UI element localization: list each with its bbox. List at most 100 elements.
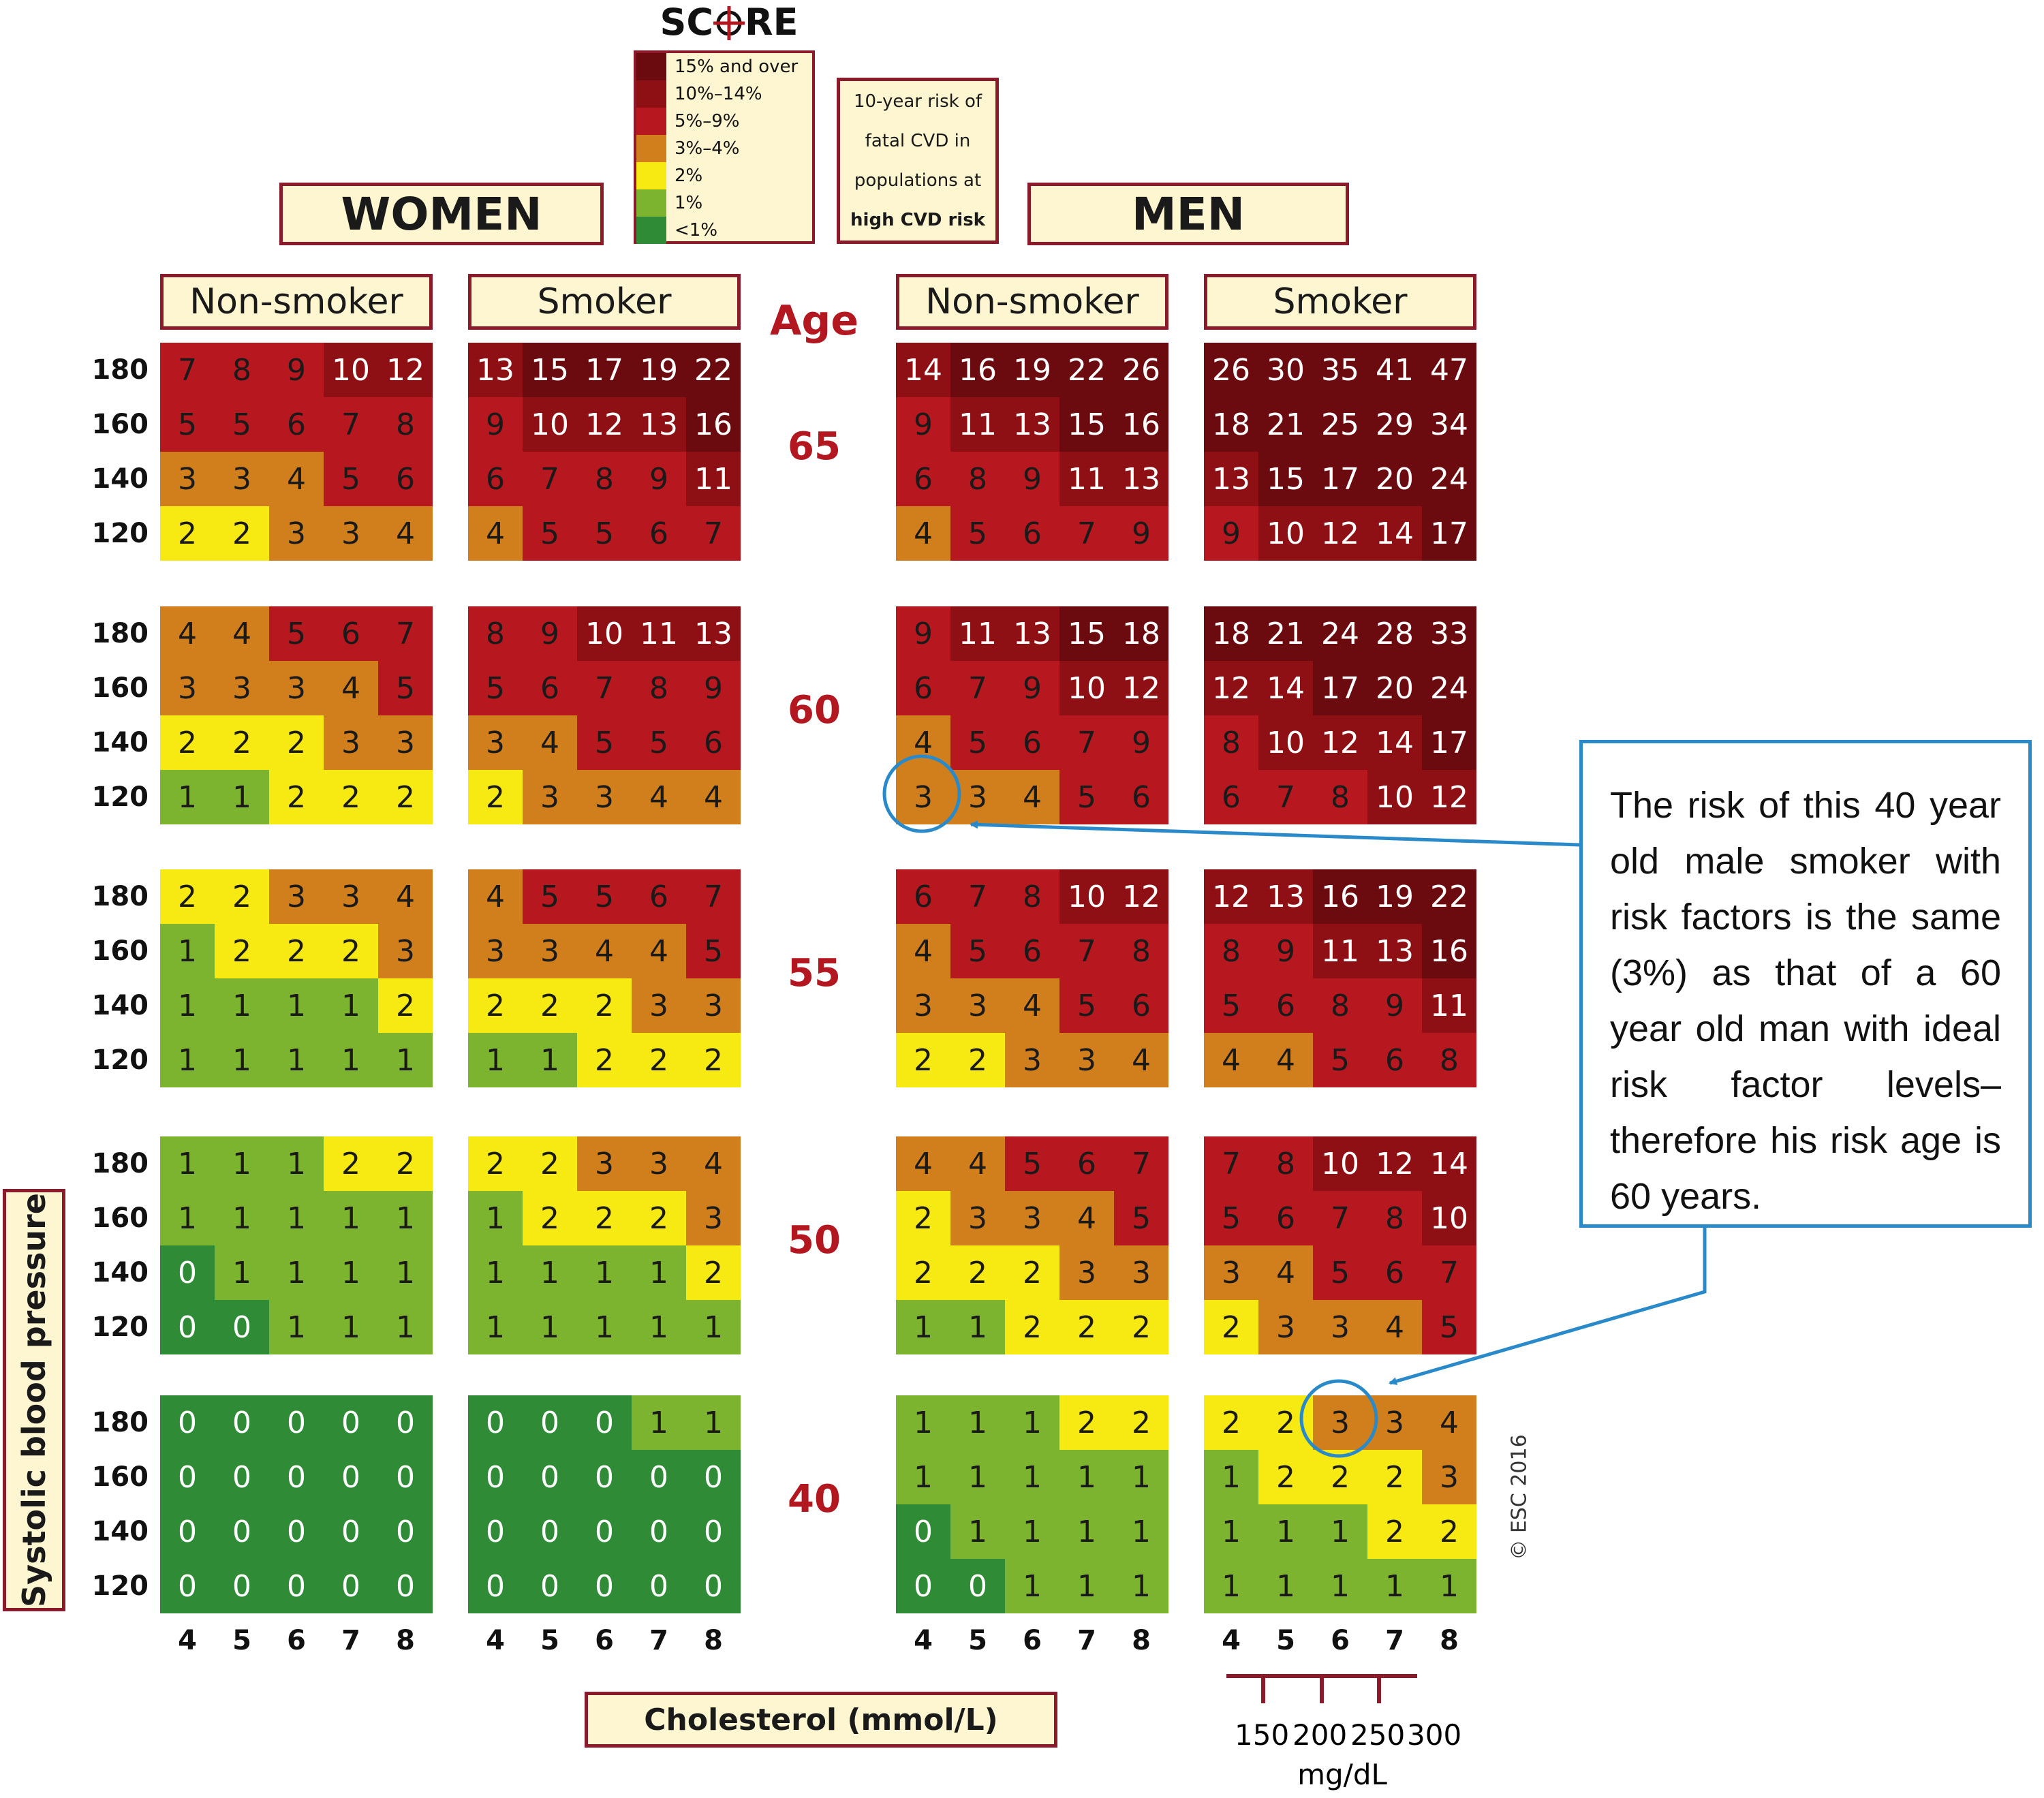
risk-cell: 6 (1258, 978, 1313, 1033)
risk-cell: 9 (269, 343, 324, 397)
risk-cell: 3 (632, 978, 686, 1033)
risk-cell: 5 (1204, 978, 1258, 1033)
risk-cell: 0 (160, 1245, 215, 1300)
age-label: 50 (788, 1218, 841, 1262)
risk-cell: 1 (160, 1191, 215, 1245)
mgdl-tick-150: 150 (1235, 1718, 1290, 1752)
risk-cell: 4 (950, 1136, 1005, 1191)
risk-cell: 0 (269, 1504, 324, 1559)
cholesterol-tick-label: 5 (540, 1625, 559, 1656)
risk-cell: 11 (1313, 924, 1367, 978)
risk-cell: 4 (1258, 1033, 1313, 1087)
risk-cell: 3 (577, 1136, 632, 1191)
risk-cell: 3 (378, 924, 433, 978)
bp-tick-label: 160 (91, 409, 149, 440)
legend-label: 1% (675, 193, 703, 213)
risk-cell: 13 (632, 397, 686, 452)
risk-cell: 4 (160, 606, 215, 661)
risk-cell: 0 (215, 1504, 269, 1559)
risk-cell: 0 (269, 1395, 324, 1450)
risk-cell: 4 (1204, 1033, 1258, 1087)
risk-cell: 16 (1114, 397, 1168, 452)
cholesterol-tick-label: 6 (287, 1625, 306, 1656)
risk-cell: 21 (1258, 397, 1313, 452)
heatmap-panel: 14 16 19 22 26 9 11 13 15 16 6 8 9 11 13 4 5 6 7 9 (896, 343, 1168, 561)
risk-cell: 1 (269, 1191, 324, 1245)
bp-tick-label: 160 (91, 1461, 149, 1493)
risk-cell: 0 (160, 1559, 215, 1613)
risk-cell: 3 (1114, 1245, 1168, 1300)
risk-cell: 7 (1204, 1136, 1258, 1191)
risk-cell: 2 (324, 770, 378, 824)
risk-cell: 22 (1059, 343, 1114, 397)
highlight-circle-40 (1299, 1379, 1378, 1458)
risk-cell: 17 (1313, 661, 1367, 715)
men-label: MEN (1027, 183, 1349, 245)
risk-cell: 2 (468, 770, 523, 824)
risk-cell: 25 (1313, 397, 1367, 452)
risk-cell: 12 (1313, 506, 1367, 561)
risk-cell: 5 (1059, 978, 1114, 1033)
risk-cell: 5 (324, 452, 378, 506)
risk-cell: 7 (1114, 1136, 1168, 1191)
bp-tick-label: 140 (91, 1516, 149, 1547)
risk-cell: 14 (1367, 506, 1422, 561)
risk-cell: 6 (632, 506, 686, 561)
legend-label: 3%–4% (675, 138, 740, 159)
risk-cell: 3 (468, 924, 523, 978)
risk-cell: 1 (160, 1136, 215, 1191)
age-label: 60 (788, 688, 841, 732)
risk-cell: 12 (1204, 661, 1258, 715)
risk-cell: 6 (896, 661, 950, 715)
women-smoker-label: Smoker (468, 274, 741, 330)
risk-cell: 3 (523, 770, 577, 824)
arrow-to-40-year-cell (1389, 1228, 1707, 1385)
risk-cell: 0 (215, 1395, 269, 1450)
risk-cell: 5 (577, 715, 632, 770)
risk-cell: 13 (468, 343, 523, 397)
risk-cell: 0 (468, 1504, 523, 1559)
risk-cell: 1 (1059, 1559, 1114, 1613)
risk-cell: 1 (896, 1450, 950, 1504)
risk-cell: 1 (215, 1033, 269, 1087)
risk-cell: 3 (324, 715, 378, 770)
risk-cell: 7 (577, 661, 632, 715)
risk-cell: 9 (686, 661, 741, 715)
risk-cell: 0 (378, 1395, 433, 1450)
risk-cell: 22 (1422, 869, 1476, 924)
risk-cell: 4 (632, 924, 686, 978)
risk-cell: 14 (1367, 715, 1422, 770)
heatmap-panel: 26 30 35 41 47 18 21 25 29 34 13 15 17 20 24 9 10 12 14 17 (1204, 343, 1476, 561)
risk-cell: 6 (896, 452, 950, 506)
risk-cell: 10 (324, 343, 378, 397)
risk-cell: 4 (896, 506, 950, 561)
risk-cell: 30 (1258, 343, 1313, 397)
risk-cell: 0 (896, 1559, 950, 1613)
cholesterol-tick-label: 6 (1023, 1625, 1042, 1656)
risk-cell: 0 (160, 1300, 215, 1354)
risk-cell: 0 (632, 1559, 686, 1613)
risk-cell: 4 (523, 715, 577, 770)
risk-cell: 1 (324, 1191, 378, 1245)
risk-cell: 18 (1204, 606, 1258, 661)
x-axis-label: Cholesterol (mmol/L) (585, 1692, 1057, 1748)
risk-cell: 3 (215, 661, 269, 715)
risk-cell: 7 (950, 661, 1005, 715)
risk-cell: 6 (269, 397, 324, 452)
risk-cell: 4 (1059, 1191, 1114, 1245)
legend-label: 15% and over (675, 57, 799, 77)
risk-cell: 1 (523, 1033, 577, 1087)
risk-cell: 2 (896, 1245, 950, 1300)
risk-cell: 5 (468, 661, 523, 715)
risk-cell: 11 (1422, 978, 1476, 1033)
risk-cell: 0 (523, 1504, 577, 1559)
risk-cell: 0 (215, 1300, 269, 1354)
score-logo-text-start: SC (660, 0, 714, 44)
risk-cell: 1 (468, 1191, 523, 1245)
risk-cell: 0 (632, 1504, 686, 1559)
risk-cell: 0 (523, 1450, 577, 1504)
